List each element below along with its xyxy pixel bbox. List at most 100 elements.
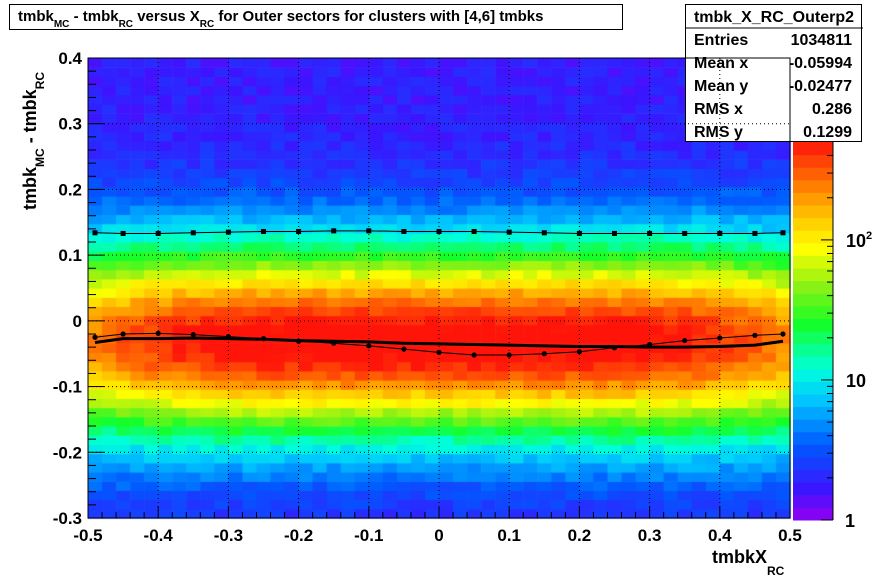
x-tick-label: -0.5 — [73, 526, 102, 545]
palette-segment — [793, 192, 833, 206]
x-tick-label: -0.2 — [284, 526, 313, 545]
x-tick-label: 0.2 — [568, 526, 592, 545]
mean-point-marker — [225, 334, 231, 340]
y-tick-label: -0.2 — [53, 443, 82, 462]
mean-point-marker — [331, 340, 337, 346]
rms-point-marker — [401, 228, 407, 234]
stats-value: -0.02477 — [789, 78, 852, 95]
rms-point-marker — [541, 230, 547, 236]
x-tick-label: 0 — [434, 526, 443, 545]
palette-segment — [793, 217, 833, 231]
rms-point-marker — [752, 230, 758, 236]
x-axis-label: tmbkXRC — [712, 547, 785, 578]
chart-title: tmbkMC - tmbkRC versus XRC for Outer sec… — [18, 8, 543, 30]
palette-segment — [793, 205, 833, 219]
rms-point-marker — [366, 228, 372, 234]
y-axis-label: tmbkMC - tmbkRC — [20, 72, 47, 210]
axis-labels: tmbkXRC tmbkMC - tmbkRC — [20, 72, 785, 578]
rms-point-marker — [682, 230, 688, 236]
rms-point-marker — [225, 229, 231, 235]
stats-label: Mean x — [694, 55, 748, 72]
palette-segment — [793, 268, 833, 282]
mean-point-marker — [401, 346, 407, 352]
palette-segment — [793, 457, 833, 471]
palette-segment — [793, 507, 833, 521]
mean-point-marker — [436, 349, 442, 355]
y-tick-label: 0 — [73, 312, 82, 331]
rms-point-marker — [261, 228, 266, 234]
rms-point-marker — [647, 230, 653, 236]
mean-point-marker — [190, 332, 196, 338]
plot-frame — [87, 57, 791, 519]
mean-point-marker — [752, 332, 758, 338]
mean-point-marker — [647, 341, 653, 348]
mean-point-marker — [611, 345, 618, 351]
palette-segment — [793, 343, 833, 357]
title-part: RC — [200, 19, 214, 30]
grid-lines — [88, 58, 790, 518]
rms-point-marker — [331, 228, 337, 234]
stats-value: -0.05994 — [789, 55, 852, 72]
palette-segment — [793, 368, 833, 382]
mean-point-marker — [92, 334, 98, 340]
z-tick-label: 10 — [846, 371, 866, 391]
mean-point-marker — [366, 343, 372, 349]
palette-segment — [793, 419, 833, 433]
palette-segment — [793, 230, 833, 244]
mean-point-marker — [506, 352, 512, 358]
y-tick-label: 0.1 — [58, 246, 82, 265]
stats-box: tmbk_X_RC_Outerp2 Entries 1034811 Mean x -0… — [685, 4, 863, 142]
y-tick-label: -0.3 — [53, 509, 82, 528]
rms-point-marker — [780, 230, 786, 236]
stats-value: 1034811 — [791, 32, 853, 49]
mean-profile-line — [94, 336, 784, 349]
palette-segment — [793, 167, 833, 181]
palette-segment — [793, 293, 833, 307]
x-tick-label: 0.1 — [497, 526, 521, 545]
palette-segment — [793, 356, 833, 370]
palette-segment — [793, 179, 833, 193]
x-tick-label: 0.3 — [638, 526, 662, 545]
x-tick-label: 0.5 — [778, 526, 802, 545]
rms-point-marker — [155, 230, 161, 236]
stats-label: Mean y — [694, 78, 748, 95]
rms-point-marker — [296, 228, 302, 234]
palette-segment — [793, 431, 833, 445]
palette-segment — [793, 331, 833, 345]
title-part: MC — [54, 19, 70, 30]
mean-point-marker — [260, 336, 267, 342]
chart-title-box: tmbkMC - tmbkRC versus XRC for Outer sec… — [9, 4, 623, 30]
stats-label: Entries — [694, 32, 748, 49]
stats-value: 0.286 — [812, 101, 852, 118]
mean-point-marker — [471, 352, 477, 358]
mean-point-marker — [541, 351, 547, 357]
svg-text:tmbkMC - tmbkRC versus XRC for: tmbkMC - tmbkRC versus XRC for Outer sec… — [18, 8, 543, 30]
rms-point-marker — [576, 230, 582, 236]
palette-segment — [793, 280, 833, 294]
x-tick-label: -0.3 — [214, 526, 243, 545]
rms-point-marker — [120, 230, 126, 236]
y-tick-label: 0.3 — [58, 115, 82, 134]
mean-point-marker — [682, 337, 688, 344]
y-tick-label: -0.1 — [53, 378, 82, 397]
title-part: tmbk — [18, 8, 54, 25]
stats-value: 0.1299 — [803, 124, 852, 141]
rms-point-marker — [190, 230, 196, 236]
stats-label: RMS x — [694, 101, 743, 118]
mean-point-marker — [120, 331, 126, 337]
color-palette: 1 10 102 — [793, 142, 872, 531]
mean-point-marker — [780, 331, 786, 337]
plot-border — [87, 57, 791, 519]
mean-point-marker — [155, 330, 161, 336]
title-part: RC — [119, 19, 133, 30]
palette-segment — [793, 154, 833, 168]
x-axis-ticks: -0.5 -0.4 -0.3 -0.2 -0.1 0 0.1 0.2 0.3 0.4 0.5 — [73, 506, 802, 545]
palette-segment — [793, 444, 833, 458]
x-tick-label: -0.4 — [144, 526, 174, 545]
palette-segment — [793, 381, 833, 395]
palette-segment — [793, 255, 833, 269]
mean-point-marker — [717, 335, 723, 341]
palette-segment — [793, 406, 833, 420]
palette-segment — [793, 494, 833, 508]
